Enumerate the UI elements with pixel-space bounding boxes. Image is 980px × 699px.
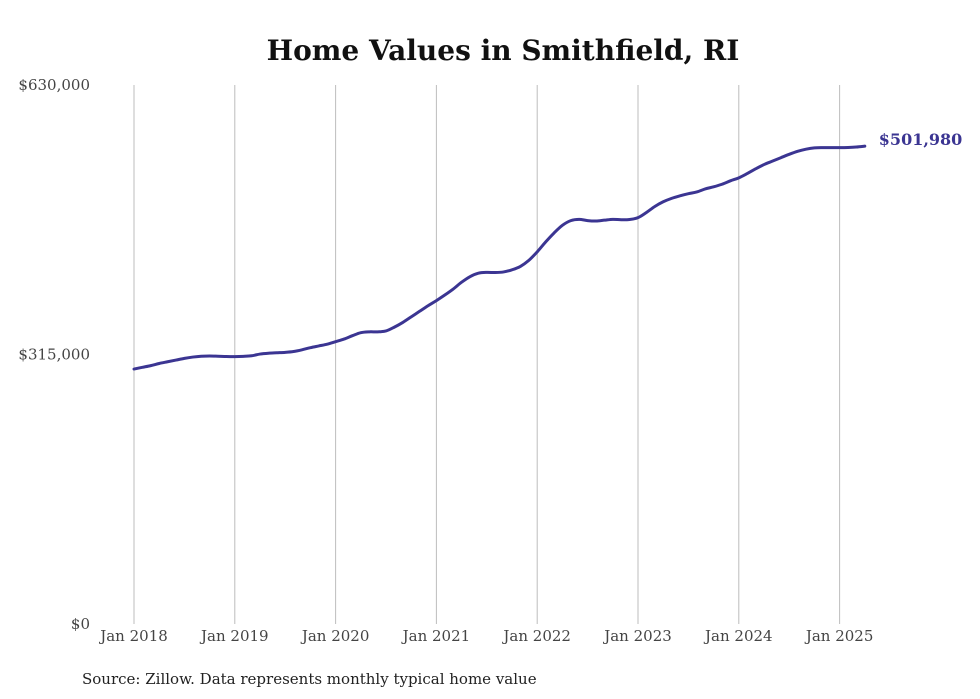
x-tick-label: Jan 2020 [300,627,370,645]
home-value-line [132,144,867,371]
x-tick-label: Jan 2021 [401,627,471,645]
y-tick-label: $630,000 [18,76,90,94]
x-tick-label: Jan 2019 [199,627,269,645]
x-tick-label: Jan 2022 [501,627,571,645]
x-tick-label: Jan 2018 [98,627,168,645]
chart-title: Home Values in Smithfield, RI [267,34,740,67]
y-tick-label: $0 [71,615,90,633]
x-axis-labels: Jan 2018 Jan 2019 Jan 2020 Jan 2021 Jan 2022… [98,627,873,645]
x-tick-label: Jan 2023 [602,627,672,645]
latest-value-label: $501,980 [879,130,963,149]
y-axis-labels: $0 $315,000 $630,000 [18,76,90,633]
source-note: Source: Zillow. Data represents monthly … [82,670,537,688]
y-tick-label: $315,000 [18,346,90,364]
x-tick-label: Jan 2025 [804,627,874,645]
x-tick-label: Jan 2024 [703,627,773,645]
gridlines [133,85,841,624]
